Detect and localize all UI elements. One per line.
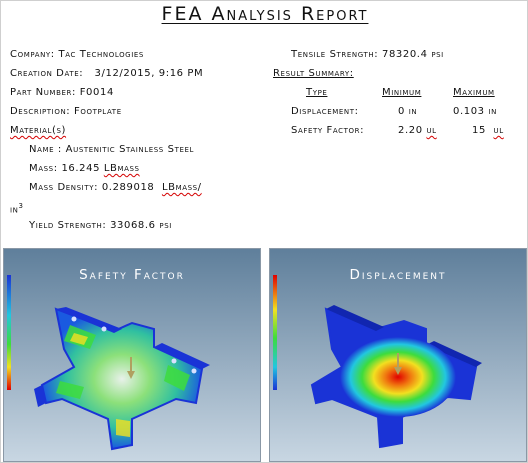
displacement-min: 0 in — [398, 106, 418, 117]
safety-factor-panel: Safety Factor — [3, 248, 261, 462]
result-summary-heading: Result Summary: — [273, 68, 354, 79]
safety-factor-title: Safety Factor — [79, 267, 185, 283]
tensile-strength-text: Tensile Strength: 78320.4 psi — [291, 49, 444, 60]
displacement-label: Displacement: — [291, 106, 359, 117]
displacement-max: 0.103 in — [453, 106, 497, 117]
creation-date-label: Creation Date: — [10, 68, 84, 79]
legend-bar — [7, 275, 11, 390]
legend-bar — [273, 275, 277, 390]
yield-strength-text: Yield Strength: 33068.6 psi — [29, 220, 172, 231]
mass-value: Mass: 16.245 — [29, 163, 101, 174]
mass-density-unit-cont: in3 — [10, 202, 24, 216]
safety-factor-label: Safety Factor: — [291, 125, 365, 136]
safety-factor-render — [4, 249, 260, 461]
mass-density-row: Mass Density: 0.289018 LBmass/ — [29, 181, 202, 195]
displacement-contour — [340, 337, 456, 417]
company-text: Company: Tac Technologies — [10, 49, 144, 60]
safety-factor-max: 15 ul — [472, 125, 504, 136]
report-title: FEA Analysis Report — [161, 3, 369, 25]
safety-factor-min: 2.20 ul — [398, 125, 437, 136]
col-max-header: Maximum — [453, 87, 495, 98]
displacement-title: Displacement — [349, 267, 447, 283]
mass-density-unit: LBmass/ — [161, 182, 202, 193]
material-heading: Material(s) — [10, 125, 67, 136]
mass-density-value: Mass Density: 0.289018 — [29, 182, 155, 193]
mass-unit: LBmass — [103, 163, 140, 174]
part-number-text: Part Number: F0014 — [10, 87, 114, 98]
col-min-header: Minimum — [382, 87, 422, 98]
displacement-panel: Displacement — [269, 248, 527, 462]
material-name: Name : Austenitic Stainless Steel — [29, 144, 194, 155]
mass-row: Mass: 16.245 LBmass — [29, 162, 140, 176]
col-type-header: Type — [306, 87, 328, 98]
description-text: Description: Footplate — [10, 106, 122, 117]
displacement-render — [270, 249, 526, 461]
creation-date-value: 3/12/2015, 9:16 PM — [94, 68, 204, 79]
creation-date-row: Creation Date: 3/12/2015, 9:16 PM — [10, 67, 203, 81]
